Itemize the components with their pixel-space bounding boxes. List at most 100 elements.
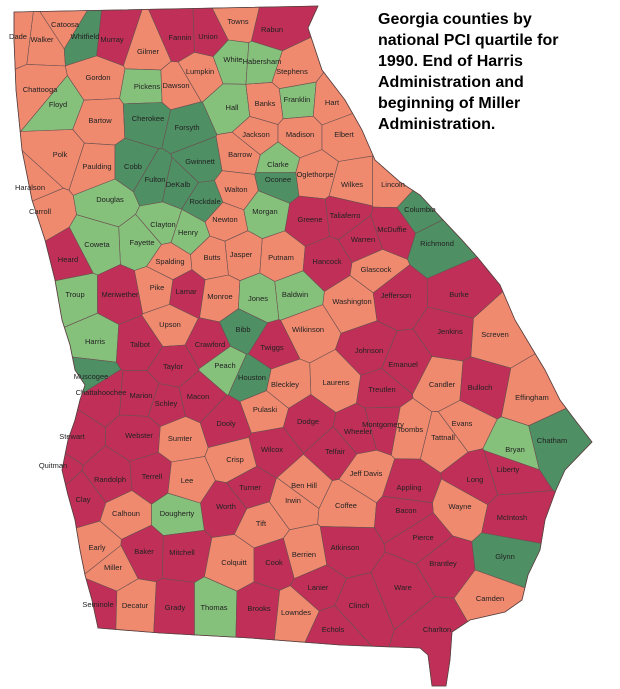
county-label: Macon <box>187 392 210 401</box>
county-label: Turner <box>239 483 261 492</box>
county-label: Emanuel <box>388 360 418 369</box>
county-label: Bacon <box>395 506 416 515</box>
county-label: Heard <box>58 255 78 264</box>
county-label: Crisp <box>226 455 244 464</box>
county-label: Pickens <box>134 82 161 91</box>
county-label: Bartow <box>88 116 112 125</box>
county-label: Bulloch <box>468 383 493 392</box>
county-label: Fannin <box>169 33 192 42</box>
county-label: Coffee <box>335 501 357 510</box>
county-label: Clarke <box>267 160 289 169</box>
county-label: Glynn <box>495 552 515 561</box>
county-label: Columbia <box>404 205 437 214</box>
county-label: Pierce <box>412 533 433 542</box>
county-label: Dawson <box>162 81 189 90</box>
county-label: Twiggs <box>260 343 284 352</box>
county-label: Pulaski <box>253 405 278 414</box>
county-label: Toombs <box>397 425 424 434</box>
county-label: Lumpkin <box>186 67 214 76</box>
county-label: Mitchell <box>169 548 195 557</box>
county-label: Spalding <box>155 257 184 266</box>
county-label: Rabun <box>261 25 283 34</box>
county-label: Brooks <box>247 604 271 613</box>
county-label: Quitman <box>39 461 67 470</box>
county-label: Franklin <box>284 95 311 104</box>
county-label: Morgan <box>252 207 277 216</box>
county-label: Warren <box>351 235 375 244</box>
county-label: Dade <box>9 32 27 41</box>
county-label: Richmond <box>420 239 454 248</box>
county-label: Sumter <box>168 434 193 443</box>
county-label: McDuffie <box>377 225 406 234</box>
county-label: Seminole <box>82 600 113 609</box>
county-label: Marion <box>130 391 153 400</box>
county-label: Treutlen <box>368 385 395 394</box>
county-label: Camden <box>476 594 504 603</box>
county-label: Ben Hill <box>291 481 317 490</box>
county-label: Jones <box>248 294 268 303</box>
county-label: Appling <box>396 483 421 492</box>
county-label: Douglas <box>96 195 124 204</box>
county-label: Upson <box>159 320 181 329</box>
county-label: Chattooga <box>23 85 58 94</box>
county-label: Liberty <box>497 465 520 474</box>
county-label: Randolph <box>94 475 126 484</box>
county-label: Wilkes <box>341 180 363 189</box>
county-label: Cook <box>265 558 283 567</box>
county-label: Charlton <box>423 625 451 634</box>
county-label: Taliaferro <box>330 211 361 220</box>
county-label: Baldwin <box>282 290 308 299</box>
county-label: Cherokee <box>132 114 165 123</box>
county-label: DeKalb <box>166 180 191 189</box>
county-label: McIntosh <box>497 513 527 522</box>
county-label: Lanier <box>308 583 329 592</box>
county-label: Dougherty <box>160 509 195 518</box>
county-label: Echols <box>322 625 345 634</box>
county-label: Chatham <box>537 436 567 445</box>
county-label: Long <box>467 475 484 484</box>
county-label: Oconee <box>265 175 291 184</box>
county-label: Dooly <box>216 419 235 428</box>
county-label: Chattahoochee <box>76 388 127 397</box>
county-label: Grady <box>165 603 186 612</box>
county-label: Floyd <box>49 100 67 109</box>
county-label: Terrell <box>142 472 163 481</box>
county-label: Pike <box>150 283 165 292</box>
county-label: Madison <box>286 130 314 139</box>
county-label: Jasper <box>230 250 253 259</box>
county-label: Putnam <box>268 253 294 262</box>
county-label: Barrow <box>228 150 252 159</box>
counties <box>13 5 593 687</box>
county-label: Cobb <box>124 162 142 171</box>
county-label: Brantley <box>429 559 457 568</box>
county-label: Carroll <box>29 207 51 216</box>
county-label: Colquitt <box>221 558 247 567</box>
county-label: Bryan <box>505 445 525 454</box>
county-label: Calhoun <box>112 509 140 518</box>
county-label: Wilcox <box>261 445 283 454</box>
county-label: Walton <box>224 185 247 194</box>
county-label: Walker <box>30 35 54 44</box>
county-label: Banks <box>255 99 276 108</box>
county-label: Berrien <box>292 550 316 559</box>
county-label: Stewart <box>59 432 85 441</box>
county-label: Lamar <box>175 287 197 296</box>
county-label: Lincoln <box>381 180 405 189</box>
county-label: Miller <box>104 563 122 572</box>
county-label: Jackson <box>242 130 270 139</box>
county-label: Wilkinson <box>292 325 324 334</box>
county-label: Stephens <box>276 67 308 76</box>
state-outline <box>13 5 593 687</box>
county-label: Laurens <box>322 378 349 387</box>
county-label: Dodge <box>297 417 319 426</box>
county-label: Habersham <box>243 57 282 66</box>
county-label: Worth <box>216 502 236 511</box>
county-label: Washington <box>332 297 371 306</box>
county-label: Rockdale <box>189 197 220 206</box>
county-label: Hall <box>226 103 239 112</box>
county-label: Jenkins <box>437 327 463 336</box>
county-label: Atkinson <box>331 543 360 552</box>
county-label: Johnson <box>355 346 383 355</box>
county-label: Jeff Davis <box>350 469 383 478</box>
